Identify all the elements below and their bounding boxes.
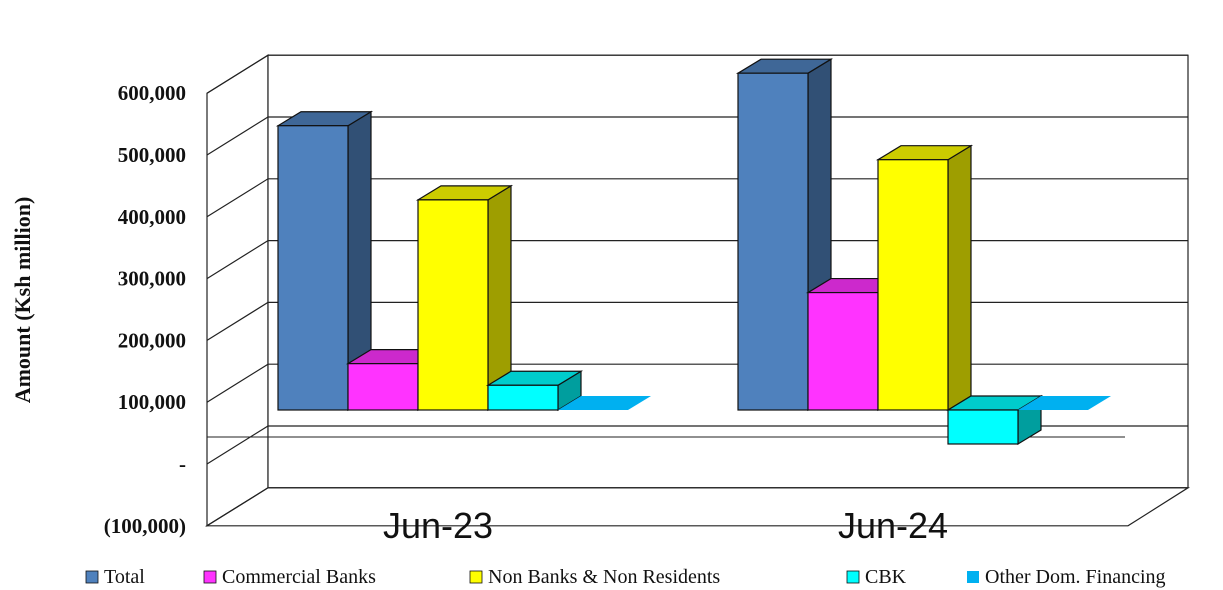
legend: Total Commercial Banks Non Banks & Non Res…	[85, 566, 1166, 588]
floor	[204, 487, 1191, 527]
gridline	[206, 425, 1188, 465]
y-tick-label: 200,000	[118, 328, 186, 352]
back-wall	[267, 54, 1189, 489]
bar-other-dom-financing-jun-24	[1018, 396, 1111, 410]
x-tick-label: Jun-24	[838, 505, 948, 546]
bar-front	[947, 409, 1019, 445]
bar-total-jun-23	[275, 110, 374, 412]
bar-front	[347, 363, 419, 411]
y-tick-label: 600,000	[118, 81, 186, 105]
legend-label: Non Banks & Non Residents	[488, 566, 720, 588]
y-tick-label: 300,000	[118, 267, 186, 291]
x-axis-categories: Jun-23 Jun-24	[383, 505, 948, 546]
legend-label: CBK	[865, 566, 907, 588]
bar-other-dom-financing-jun-23	[558, 396, 651, 410]
legend-swatch	[85, 570, 99, 584]
side-wall	[206, 54, 269, 527]
bar-front	[877, 159, 949, 411]
legend-item: Total	[85, 566, 145, 588]
x-tick-label: Jun-23	[383, 505, 493, 546]
bar-front	[417, 199, 489, 411]
legend-label: Commercial Banks	[222, 566, 376, 588]
bar-side	[947, 144, 972, 412]
bar-front	[737, 72, 809, 411]
y-axis-ticks: 600,000 500,000 400,000 300,000 200,000 100,0…	[104, 81, 186, 538]
legend-item: Non Banks & Non Residents	[469, 566, 720, 588]
bar-non-banks-non-residents-jun-23	[415, 184, 514, 412]
bar-front	[807, 291, 879, 411]
gridline	[206, 116, 1188, 156]
bar-non-banks-non-residents-jun-24	[875, 144, 974, 412]
y-tick-label: 400,000	[118, 205, 186, 229]
legend-item: Other Dom. Financing	[967, 566, 1166, 588]
legend-label: Total	[104, 566, 145, 588]
bar-front	[487, 384, 559, 411]
legend-item: CBK	[846, 566, 907, 588]
bar-cbk-jun-24	[945, 394, 1044, 446]
legend-label: Other Dom. Financing	[985, 566, 1166, 588]
bar-cbk-jun-23	[485, 370, 584, 412]
y-tick-label: 500,000	[118, 143, 186, 167]
y-tick-label: (100,000)	[104, 514, 186, 538]
legend-swatch	[846, 570, 860, 584]
bar-top	[558, 396, 651, 410]
legend-item: Commercial Banks	[203, 566, 376, 588]
bar-front	[277, 125, 349, 411]
bars	[275, 58, 1111, 446]
y-tick-label: 100,000	[118, 390, 186, 414]
legend-swatch	[203, 570, 217, 584]
legend-swatch	[469, 570, 483, 584]
y-axis-label: Amount (Ksh million)	[10, 197, 35, 404]
bar-top	[1018, 396, 1111, 410]
gridline	[206, 487, 1188, 527]
legend-swatch	[967, 571, 979, 583]
gridline	[206, 54, 1188, 94]
y-tick-label: -	[179, 452, 186, 476]
